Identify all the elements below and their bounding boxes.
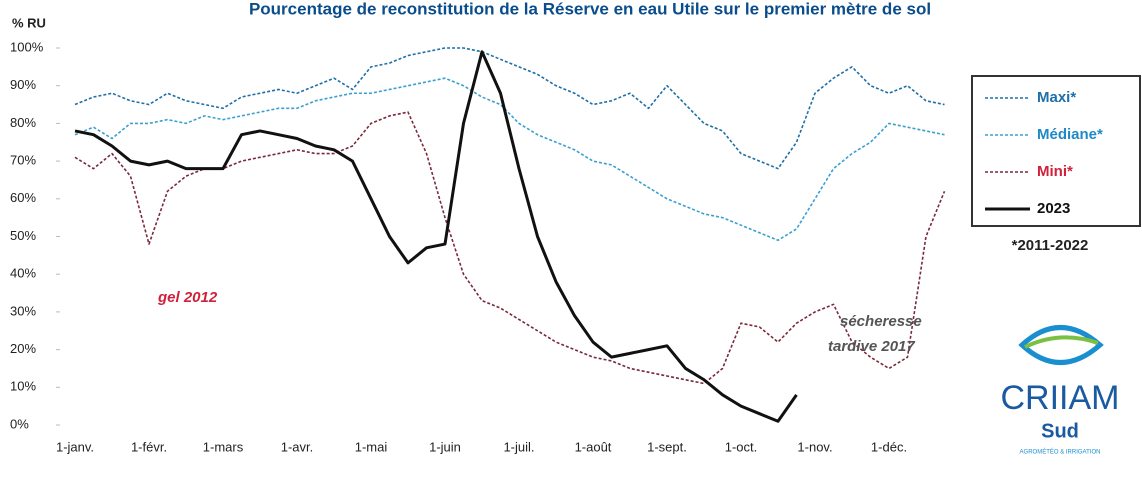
x-tick-label: 1-juin: [429, 439, 461, 454]
y-tick-label: 70%: [10, 153, 36, 168]
y-tick-label: 50%: [10, 228, 36, 243]
logo-swirl: [1018, 325, 1104, 365]
logo-tagline: AGROMÉTÉO & IRRIGATION: [1020, 449, 1101, 456]
x-tick-label: 1-oct.: [725, 439, 758, 454]
x-tick-label: 1-mars: [203, 439, 244, 454]
x-tick-label: 1-nov.: [797, 439, 832, 454]
x-tick-label: 1-déc.: [871, 439, 907, 454]
logo-sub: Sud: [1041, 420, 1079, 442]
series-line: [74, 111, 946, 385]
y-tick-label: 60%: [10, 190, 36, 205]
annotation: gel 2012: [157, 289, 218, 306]
y-tick-label: 10%: [10, 379, 36, 394]
y-tick-label: 40%: [10, 266, 36, 281]
y-tick-label: 20%: [10, 341, 36, 356]
x-tick-label: 1-août: [575, 439, 612, 454]
logo-swirl-green: [1024, 335, 1099, 349]
x-tick-label: 1-janv.: [56, 439, 94, 454]
x-tick-label: 1-avr.: [281, 439, 314, 454]
legend-label: Médiane*: [1037, 126, 1103, 143]
x-tick-label: 1-mai: [355, 439, 388, 454]
y-tick-label: 30%: [10, 303, 36, 318]
legend-note: *2011-2022: [1012, 237, 1089, 254]
x-tick-label: 1-juil.: [503, 439, 534, 454]
y-tick-label: 100%: [10, 39, 44, 54]
legend-label: 2023: [1037, 200, 1070, 217]
logo: CRIIAM Sud AGROMÉTÉO & IRRIGATION: [1001, 325, 1120, 456]
legend-label: Maxi*: [1037, 89, 1076, 106]
x-tick-label: 1-sept.: [647, 439, 687, 454]
chart-title: Pourcentage de reconstitution de la Rése…: [249, 0, 931, 18]
series-line: [74, 50, 798, 423]
logo-name: CRIIAM: [1001, 379, 1120, 417]
series-line: [74, 77, 945, 242]
y-tick-label: 80%: [10, 115, 36, 130]
y-tick-label: 0%: [10, 416, 29, 431]
annotation: tardive 2017: [828, 338, 915, 355]
annotation: sécheresse: [840, 313, 922, 330]
legend-box: [971, 75, 1141, 227]
y-axis-label: % RU: [12, 15, 46, 30]
series-line: [74, 47, 945, 170]
legend-label: Mini*: [1037, 163, 1073, 180]
y-tick-label: 90%: [10, 77, 36, 92]
x-tick-label: 1-févr.: [131, 439, 167, 454]
